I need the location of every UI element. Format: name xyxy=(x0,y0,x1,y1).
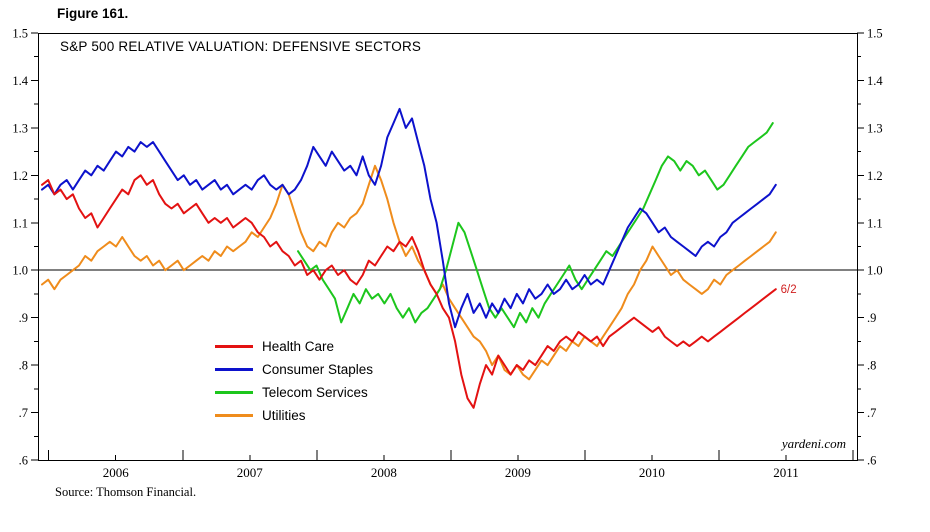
y-axis-label-right: .7 xyxy=(867,406,876,420)
y-axis-label-right: 1.4 xyxy=(867,74,883,88)
x-axis-year-label: 2007 xyxy=(237,465,264,480)
y-axis-label-right: 1.2 xyxy=(867,169,883,183)
y-axis-label-right: .9 xyxy=(867,311,876,325)
series-line-telecom-services xyxy=(297,122,774,329)
x-axis-year-label: 2011 xyxy=(773,465,799,480)
legend-swatch-telecom-services xyxy=(215,391,253,394)
source-note: Source: Thomson Financial. xyxy=(55,485,197,499)
y-axis-label-right: 1.0 xyxy=(867,264,883,278)
y-axis-label-right: .8 xyxy=(867,359,876,373)
legend: Health Care Consumer Staples Telecom Ser… xyxy=(215,339,373,423)
x-axis-year-label: 2009 xyxy=(505,465,531,480)
chart-title: S&P 500 RELATIVE VALUATION: DEFENSIVE SE… xyxy=(60,39,422,54)
y-axis-label-left: 1.5 xyxy=(12,27,28,41)
legend-swatch-utilities xyxy=(215,414,253,417)
y-axis-label-left: .9 xyxy=(19,311,28,325)
y-axis-label-right: .6 xyxy=(867,454,876,468)
y-axis-label-right: 1.5 xyxy=(867,27,883,41)
y-axis-label-left: 1.3 xyxy=(12,121,28,135)
legend-label-consumer-staples: Consumer Staples xyxy=(262,362,374,377)
y-axis-label-right: 1.1 xyxy=(867,216,883,230)
series-line-health-care xyxy=(41,174,777,409)
x-axis-year-label: 2008 xyxy=(371,465,397,480)
legend-item-health-care: Health Care xyxy=(215,339,373,354)
x-axis-year-label: 2010 xyxy=(639,465,665,480)
y-axis-label-left: 1.1 xyxy=(12,216,28,230)
yardeni-watermark: yardeni.com xyxy=(781,436,846,451)
series-line-consumer-staples xyxy=(41,107,777,329)
legend-item-consumer-staples: Consumer Staples xyxy=(215,362,373,377)
legend-swatch-health-care xyxy=(215,345,253,348)
y-axis-label-left: .7 xyxy=(19,406,28,420)
plot-frame xyxy=(38,33,858,461)
figure-label: Figure 161. xyxy=(57,6,129,21)
x-axis-year-label: 2006 xyxy=(103,465,130,480)
legend-item-telecom-services: Telecom Services xyxy=(215,385,373,400)
latest-date-annotation: 6/2 xyxy=(781,284,797,296)
y-axis-label-left: 1.2 xyxy=(12,169,28,183)
legend-label-health-care: Health Care xyxy=(262,339,335,354)
legend-item-utilities: Utilities xyxy=(215,408,373,423)
legend-label-telecom-services: Telecom Services xyxy=(262,385,368,400)
legend-swatch-consumer-staples xyxy=(215,368,253,371)
series-line-utilities xyxy=(41,164,777,381)
y-axis-label-right: 1.3 xyxy=(867,121,883,135)
y-axis-label-left: .6 xyxy=(19,454,28,468)
y-axis-label-left: 1.0 xyxy=(12,264,28,278)
legend-label-utilities: Utilities xyxy=(262,408,306,423)
y-axis-label-left: .8 xyxy=(19,359,28,373)
y-axis-label-left: 1.4 xyxy=(12,74,28,88)
